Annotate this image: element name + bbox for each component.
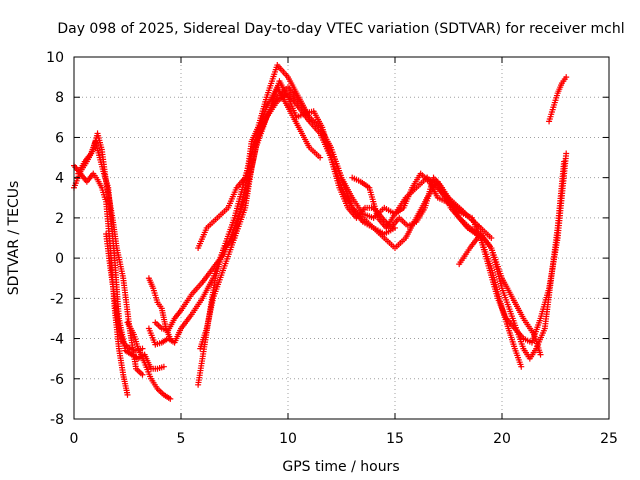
data-point	[518, 363, 525, 370]
series-track-14	[466, 224, 525, 370]
data-point	[139, 371, 146, 378]
series-track-7	[145, 84, 324, 348]
data-point	[563, 150, 570, 157]
y-tick-label: 4	[55, 171, 64, 187]
chart-title: Day 098 of 2025, Sidereal Day-to-day VTE…	[57, 21, 624, 37]
series-track-12	[349, 150, 570, 346]
data-point	[561, 158, 568, 165]
data-points	[71, 62, 570, 402]
y-tick-label: 0	[55, 251, 64, 267]
data-point	[317, 154, 324, 161]
y-tick-label: -8	[50, 412, 64, 428]
data-point	[488, 235, 495, 241]
x-axis-label: GPS time / hours	[282, 459, 399, 475]
series-track-6	[124, 319, 174, 402]
plot-frame	[73, 56, 610, 420]
data-point	[124, 391, 131, 398]
y-tick-label: -4	[50, 332, 64, 348]
x-tick-label: 5	[177, 431, 186, 447]
y-tick-label: 10	[46, 50, 64, 66]
y-tick-label: -2	[50, 291, 64, 307]
x-tick-label: 0	[70, 431, 79, 447]
x-tick-label: 15	[386, 431, 404, 447]
y-tick-label: -6	[50, 372, 64, 388]
data-point	[167, 395, 174, 402]
series-track-16	[546, 74, 570, 125]
data-point	[537, 351, 544, 358]
data-point	[160, 363, 167, 370]
y-tick-label: 2	[55, 211, 64, 227]
x-axis-ticks: 0 5 10 15 20 25	[70, 57, 618, 447]
x-tick-label: 10	[279, 431, 297, 447]
data-point	[563, 74, 570, 81]
series-track-10	[197, 90, 495, 352]
y-tick-label: 6	[55, 130, 64, 146]
series-track-8	[152, 84, 398, 334]
x-tick-label: 20	[493, 431, 511, 447]
x-tick-label: 25	[600, 431, 618, 447]
grid-lines	[74, 57, 609, 419]
series-track-4	[103, 230, 146, 354]
series-track-15	[456, 230, 544, 358]
y-axis-ticks: -8 -6 -4 -2 0 2 4 6 8 10	[46, 50, 609, 428]
y-tick-label: 8	[55, 90, 64, 106]
y-axis-label: SDTVAR / TECUs	[6, 181, 22, 296]
